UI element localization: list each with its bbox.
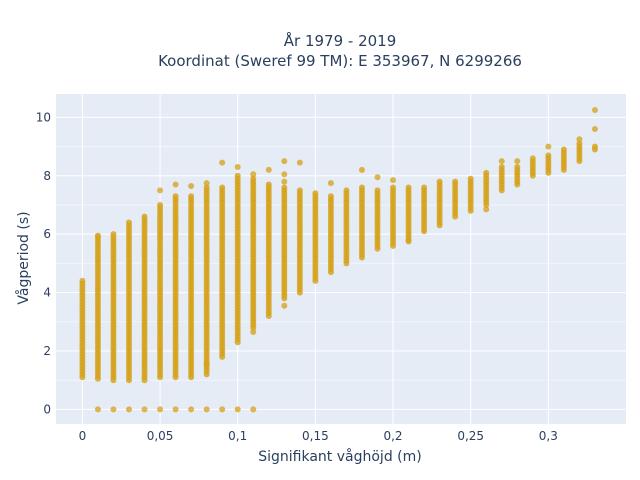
data-point	[529, 155, 536, 162]
data-point	[172, 181, 179, 188]
y-tick-label: 4	[43, 286, 51, 300]
data-point	[545, 143, 552, 150]
data-point	[188, 193, 195, 200]
data-point	[234, 172, 241, 179]
y-tick-labels: 0 2 4 6 8 10	[36, 110, 51, 416]
x-axis-label: Signifikant våghöjd (m)	[258, 448, 421, 465]
data-point	[79, 277, 86, 284]
data-point	[358, 184, 365, 191]
data-point	[514, 164, 521, 171]
data-point	[203, 184, 210, 191]
x-tick-label: 0,25	[457, 429, 484, 443]
data-point	[188, 406, 195, 413]
data-point	[560, 146, 567, 153]
data-point	[576, 136, 583, 143]
data-point	[94, 232, 101, 239]
data-point	[296, 159, 303, 166]
chart-title-line1: År 1979 - 2019	[284, 31, 397, 50]
data-point	[219, 159, 226, 166]
data-point	[219, 406, 226, 413]
data-point	[281, 158, 288, 165]
data-point	[390, 177, 397, 184]
data-point	[327, 193, 334, 200]
data-point	[436, 178, 443, 185]
y-tick-label: 8	[43, 169, 51, 183]
data-point	[452, 178, 459, 185]
data-point	[265, 166, 272, 173]
data-point	[265, 181, 272, 188]
data-point	[405, 238, 412, 245]
data-point	[250, 329, 257, 336]
data-point	[157, 187, 164, 194]
data-point	[250, 406, 257, 413]
data-point	[576, 140, 583, 147]
data-point	[250, 171, 257, 178]
data-point	[591, 107, 598, 114]
x-tick-label: 0,3	[539, 429, 558, 443]
data-point	[343, 187, 350, 194]
data-point	[219, 184, 226, 191]
data-point	[281, 184, 288, 191]
plot-background	[56, 94, 626, 424]
data-point	[157, 406, 164, 413]
chart-title-line2: Koordinat (Sweref 99 TM): E 353967, N 62…	[158, 52, 522, 70]
y-tick-label: 0	[43, 402, 51, 416]
data-point	[296, 187, 303, 194]
data-point	[591, 126, 598, 133]
x-tick-label: 0	[79, 429, 87, 443]
data-point	[467, 175, 474, 182]
data-point	[188, 182, 195, 189]
data-point	[374, 174, 381, 181]
x-tick-label: 0,15	[302, 429, 329, 443]
data-point	[545, 152, 552, 159]
y-axis-label: Vågperiod (s)	[15, 211, 32, 304]
data-point	[498, 164, 505, 171]
data-point	[141, 406, 148, 413]
data-point	[125, 406, 132, 413]
data-point	[141, 213, 148, 220]
data-point	[281, 178, 288, 185]
data-point	[327, 180, 334, 187]
y-tick-label: 2	[43, 344, 51, 358]
data-point	[405, 184, 412, 191]
x-tick-label: 0,1	[228, 429, 247, 443]
data-point	[172, 406, 179, 413]
data-point	[483, 206, 490, 213]
y-tick-label: 6	[43, 227, 51, 241]
x-tick-labels: 0 0,05 0,1 0,15 0,2 0,25 0,3	[79, 429, 558, 443]
data-point	[374, 187, 381, 194]
data-point	[281, 171, 288, 178]
data-point	[390, 184, 397, 191]
data-point	[234, 164, 241, 171]
data-point	[203, 361, 210, 368]
data-point	[591, 143, 598, 150]
data-point	[203, 406, 210, 413]
data-point	[312, 190, 319, 197]
data-point	[125, 219, 132, 226]
data-point	[281, 302, 288, 309]
data-point	[203, 180, 210, 187]
data-point	[234, 406, 241, 413]
data-point	[498, 158, 505, 165]
data-point	[110, 406, 117, 413]
data-point	[483, 169, 490, 176]
x-tick-label: 0,2	[383, 429, 402, 443]
data-point	[421, 184, 428, 191]
data-point	[514, 158, 521, 165]
x-tick-label: 0,05	[147, 429, 174, 443]
y-tick-label: 10	[36, 110, 51, 124]
data-point	[94, 406, 101, 413]
data-point	[358, 166, 365, 173]
data-point	[250, 175, 257, 182]
data-points	[79, 107, 598, 413]
data-point	[172, 193, 179, 200]
data-point	[157, 201, 164, 208]
data-point	[110, 231, 117, 238]
